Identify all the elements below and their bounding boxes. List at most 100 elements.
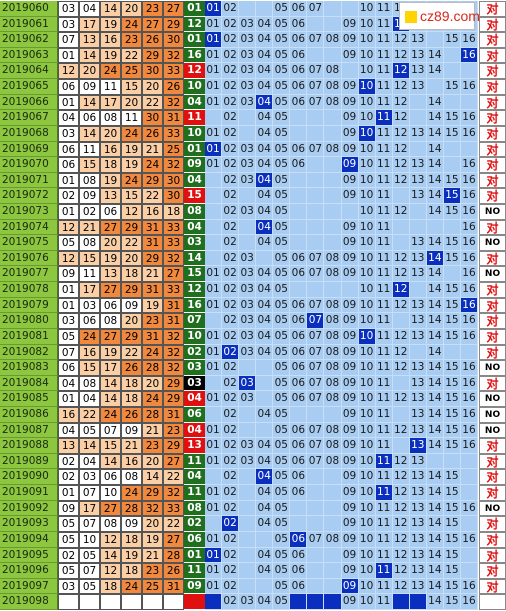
empty-cell — [290, 407, 308, 423]
candidate-number: 16 — [460, 110, 478, 126]
candidate-number: 06 — [290, 16, 308, 33]
red-ball: 16 — [121, 453, 142, 470]
empty-cell — [443, 219, 461, 236]
candidate-number: 05 — [273, 219, 291, 236]
empty-cell — [256, 422, 274, 439]
candidate-number: 08 — [324, 344, 342, 361]
candidate-number: 03 — [239, 141, 257, 158]
empty-cell — [443, 141, 461, 158]
candidate-number: 13 — [409, 563, 427, 579]
candidate-number: 13 — [409, 172, 427, 189]
candidate-number: 11 — [375, 79, 393, 95]
result: 对 — [479, 110, 506, 126]
hit-number: 03 — [239, 375, 257, 392]
red-ball: 12 — [100, 563, 121, 579]
empty-cell — [205, 594, 223, 610]
candidate-number: 16 — [460, 125, 478, 142]
result: 对 — [479, 219, 506, 236]
candidate-number: 10 — [358, 360, 376, 376]
candidate-number: 09 — [341, 438, 359, 454]
candidate-number: 09 — [341, 172, 359, 189]
hit-number: 10 — [358, 79, 376, 95]
candidate-number: 10 — [358, 47, 376, 64]
candidate-number: 11 — [375, 344, 393, 361]
red-ball: 03 — [58, 313, 79, 329]
candidate-number: 06 — [290, 469, 308, 486]
candidate-number: 08 — [324, 391, 342, 407]
candidate-number: 02 — [222, 172, 240, 189]
empty-cell — [460, 469, 478, 486]
issue-number: 2019093 — [0, 516, 58, 532]
red-ball: 24 — [142, 391, 163, 407]
red-ball: 21 — [142, 422, 163, 439]
empty-cell — [307, 469, 325, 486]
candidate-number: 09 — [341, 47, 359, 64]
candidate-number: 04 — [256, 453, 274, 470]
candidate-number: 13 — [409, 63, 427, 80]
empty-cell — [392, 375, 410, 392]
issue-number: 2019089 — [0, 453, 58, 470]
red-ball: 06 — [79, 313, 100, 329]
hit-number: 11 — [375, 110, 393, 126]
candidate-number: 10 — [358, 235, 376, 251]
candidate-number: 06 — [290, 485, 308, 501]
candidate-number: 04 — [256, 563, 274, 579]
blue-ball: 06 — [184, 407, 205, 423]
candidate-number: 07 — [307, 297, 325, 314]
empty-cell — [205, 407, 223, 423]
candidate-number: 05 — [273, 188, 291, 204]
blue-ball: 01 — [184, 1, 205, 17]
candidate-number: 14 — [426, 344, 444, 361]
red-ball: 28 — [121, 500, 142, 517]
red-ball: 09 — [79, 79, 100, 95]
candidate-number: 01 — [205, 266, 223, 283]
red-ball: 09 — [79, 188, 100, 204]
result: 对 — [479, 328, 506, 345]
candidate-number: 03 — [239, 594, 257, 610]
blue-ball: 12 — [184, 63, 205, 80]
red-ball: 18 — [121, 375, 142, 392]
candidate-number: 12 — [392, 47, 410, 64]
candidate-number: 01 — [205, 297, 223, 314]
result: 对 — [479, 157, 506, 173]
candidate-number: 12 — [392, 172, 410, 189]
candidate-number: 15 — [443, 547, 461, 564]
candidate-number: 06 — [290, 375, 308, 392]
candidate-number: 06 — [290, 422, 308, 439]
candidate-number: 04 — [256, 125, 274, 142]
candidate-number: 14 — [426, 407, 444, 423]
blue-ball: 10 — [184, 125, 205, 142]
red-ball: 20 — [142, 516, 163, 532]
candidate-number: 12 — [392, 94, 410, 111]
candidate-number: 06 — [290, 94, 308, 111]
candidate-number: 02 — [222, 204, 240, 220]
candidate-number: 04 — [256, 16, 274, 33]
candidate-number: 05 — [273, 469, 291, 486]
issue-number: 2019075 — [0, 235, 58, 251]
empty-cell — [290, 110, 308, 126]
candidate-number: 13 — [409, 313, 427, 329]
candidate-number: 02 — [222, 125, 240, 142]
red-ball: 24 — [100, 63, 121, 80]
candidate-number: 16 — [460, 578, 478, 595]
red-ball: 26 — [142, 125, 163, 142]
empty-cell — [460, 141, 478, 158]
candidate-number: 05 — [273, 375, 291, 392]
candidate-number: 16 — [460, 282, 478, 298]
candidate-number: 10 — [358, 500, 376, 517]
candidate-number: 14 — [426, 110, 444, 126]
red-ball: 13 — [100, 266, 121, 283]
red-ball: 02 — [79, 204, 100, 220]
candidate-number: 01 — [205, 422, 223, 439]
red-ball: 21 — [142, 266, 163, 283]
candidate-number: 09 — [341, 32, 359, 48]
candidate-number: 05 — [273, 438, 291, 454]
candidate-number: 15 — [443, 391, 461, 407]
candidate-number: 11 — [375, 266, 393, 283]
candidate-number: 02 — [222, 375, 240, 392]
candidate-number: 04 — [256, 485, 274, 501]
empty-cell — [392, 438, 410, 454]
empty-cell — [341, 63, 359, 80]
candidate-number: 02 — [222, 94, 240, 111]
candidate-number: 16 — [460, 188, 478, 204]
